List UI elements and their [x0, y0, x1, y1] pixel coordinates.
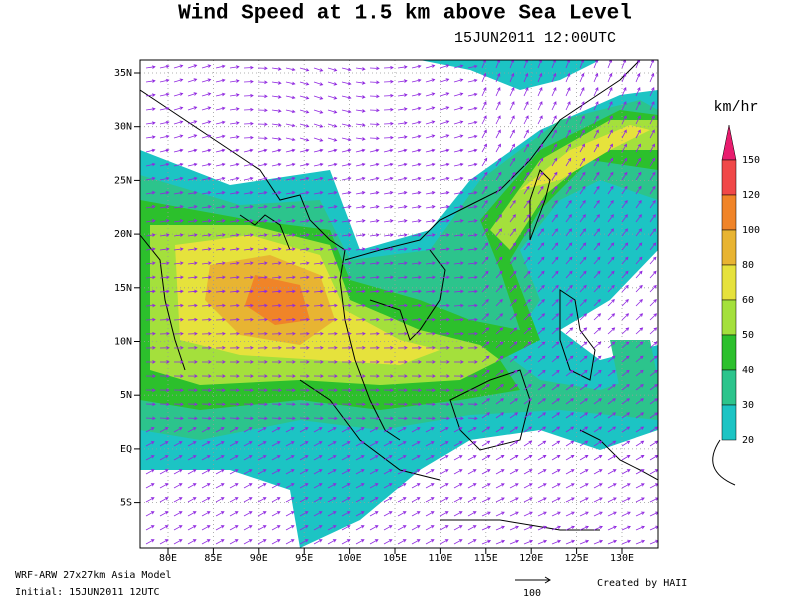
legend-level: 80: [742, 260, 754, 271]
legend-level: 120: [742, 190, 760, 201]
legend: km/hr 150 120 100 80 60 50 40 30 20: [712, 99, 760, 486]
scale-label: 100: [523, 588, 541, 599]
lon-label: 110E: [428, 553, 452, 564]
lat-label: 15N: [114, 283, 132, 294]
legend-level: 50: [742, 330, 754, 341]
lon-label: 100E: [338, 553, 362, 564]
legend-swatch: [721, 264, 737, 301]
legend-swatch: [721, 334, 737, 371]
legend-level: 100: [742, 225, 760, 236]
footer: WRF-ARW 27x27km Asia Model Initial: 15JU…: [15, 570, 687, 599]
map: [134, 59, 659, 554]
legend-swatch: [721, 159, 737, 196]
legend-swatch: [721, 229, 737, 266]
lat-label: 20N: [114, 229, 132, 240]
legend-level: 60: [742, 295, 754, 306]
legend-level: 150: [742, 155, 760, 166]
model-text: WRF-ARW 27x27km Asia Model: [15, 570, 172, 581]
lat-label: 25N: [114, 175, 132, 186]
lon-label: 105E: [383, 553, 407, 564]
legend-level: 40: [742, 365, 754, 376]
wind-field: [140, 60, 658, 548]
lon-label: 80E: [159, 553, 177, 564]
lon-label: 90E: [250, 553, 268, 564]
lat-label: 35N: [114, 68, 132, 79]
lon-label: 85E: [204, 553, 222, 564]
scale-arrow-head: [544, 576, 551, 584]
lon-label: 130E: [610, 553, 634, 564]
graticule: [134, 60, 658, 554]
lon-label: 95E: [295, 553, 313, 564]
lat-label: 5S: [120, 498, 132, 509]
lat-label: EQ: [120, 444, 132, 455]
legend-triangle: [721, 124, 737, 161]
credit-text: Created by HAII: [597, 578, 687, 589]
legend-swatch: [721, 194, 737, 231]
lon-label: 125E: [565, 553, 589, 564]
initial-text: Initial: 15JUN2011 12UTC: [15, 587, 160, 598]
lon-label: 115E: [474, 553, 498, 564]
lat-label: 5N: [120, 390, 132, 401]
map-frame: [139, 59, 659, 549]
legend-swatch: [721, 299, 737, 336]
legend-swatch: [721, 404, 737, 441]
legend-unit: km/hr: [713, 99, 758, 116]
legend-swatch: [721, 369, 737, 406]
subtitle: 15JUN2011 12:00UTC: [454, 30, 616, 47]
legend-tail: [712, 439, 736, 486]
legend-level: 30: [742, 400, 754, 411]
lat-label: 30N: [114, 122, 132, 133]
title: Wind Speed at 1.5 km above Sea Level: [178, 3, 632, 26]
lat-label: 10N: [114, 337, 132, 348]
lon-label: 120E: [519, 553, 543, 564]
legend-level: 20: [742, 435, 754, 446]
wind-arrows: [145, 60, 658, 545]
